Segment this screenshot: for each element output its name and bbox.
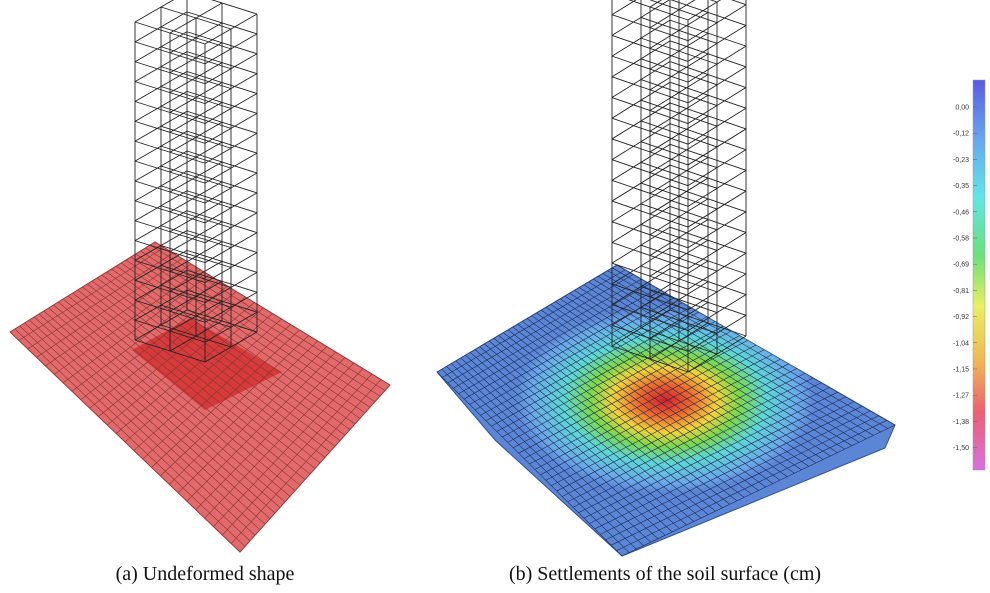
legend-label: -0,69: [953, 262, 969, 269]
legend-label: -1,38: [953, 419, 969, 426]
legend-label: -0,46: [953, 209, 969, 216]
legend-label: -0,92: [953, 314, 969, 321]
legend-label: -1,04: [953, 340, 969, 347]
legend-label: -0,81: [953, 288, 969, 295]
figure: (a) Undeformed shape (b) Settlements of …: [0, 0, 990, 593]
legend-label: -0,23: [953, 157, 969, 164]
color-bar: [973, 80, 985, 470]
legend-label: -0,35: [953, 183, 969, 190]
panel-b: [437, 0, 895, 556]
legend-label: -0,12: [953, 131, 969, 138]
legend-label: -1,27: [953, 393, 969, 400]
panel-a: [10, 0, 390, 552]
caption: (b) Settlements of the soil surface (cm): [509, 563, 821, 585]
legend-label: -0,58: [953, 236, 969, 243]
legend-label: -1,15: [953, 367, 969, 374]
legend-label: -1,50: [953, 445, 969, 452]
caption: (a) Undeformed shape: [116, 563, 295, 585]
legend-label: 0,00: [955, 105, 969, 112]
